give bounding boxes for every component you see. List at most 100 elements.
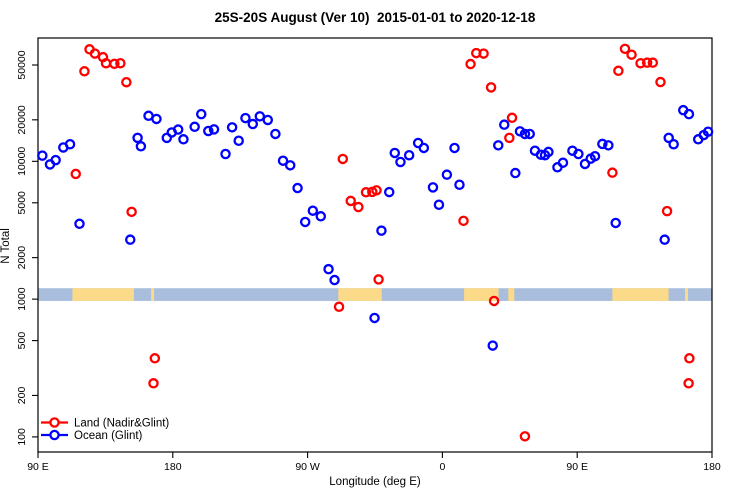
data-point-ocean xyxy=(315,211,327,222)
data-point-ocean xyxy=(543,146,554,158)
y-tick-label: 10000 xyxy=(16,147,28,176)
data-point-ocean xyxy=(240,112,251,124)
data-point-ocean xyxy=(135,141,147,152)
data-point-land xyxy=(626,49,637,60)
data-point-ocean xyxy=(220,148,231,160)
map-band-land-patch xyxy=(508,288,515,301)
data-point-ocean xyxy=(247,118,259,130)
y-tick-label: 5000 xyxy=(16,191,28,215)
data-point-ocean xyxy=(519,128,531,140)
data-point-ocean xyxy=(196,108,207,120)
x-tick-label: 90 W xyxy=(295,461,320,473)
data-point-land xyxy=(79,66,90,77)
data-point-ocean xyxy=(299,216,311,228)
data-point-land xyxy=(607,167,618,178)
data-point-ocean xyxy=(449,142,460,154)
x-tick-label: 0 xyxy=(439,461,445,473)
data-point-ocean xyxy=(277,155,289,166)
data-point-land xyxy=(126,206,137,218)
map-band-land-patch xyxy=(464,288,499,301)
data-point-ocean xyxy=(329,274,340,286)
data-point-ocean xyxy=(668,139,679,150)
data-point-land xyxy=(506,112,518,124)
data-point-ocean xyxy=(369,312,380,324)
data-point-ocean xyxy=(270,128,281,140)
data-point-land xyxy=(661,205,673,217)
chart-title: 25S-20S August (Ver 10) 2015-01-01 to 20… xyxy=(214,10,536,25)
data-point-land xyxy=(149,353,161,364)
data-point-land xyxy=(684,353,695,364)
data-point-ocean xyxy=(74,218,85,230)
x-tick-label: 90 E xyxy=(566,461,588,473)
data-point-ocean xyxy=(233,135,244,147)
plot-border xyxy=(37,37,713,453)
x-axis-title: Longitude (deg E) xyxy=(329,476,421,488)
data-point-ocean xyxy=(487,340,498,351)
y-tick-label: 50000 xyxy=(16,50,28,79)
legend-label: Land (Nadir&Glint) xyxy=(74,418,169,430)
data-point-ocean xyxy=(151,113,162,125)
map-band-land-patch xyxy=(685,288,689,301)
data-point-ocean xyxy=(403,149,415,161)
y-tick-label: 500 xyxy=(16,332,28,350)
data-point-land xyxy=(371,185,382,196)
data-point-land xyxy=(89,48,101,59)
data-point-ocean xyxy=(603,140,614,151)
data-point-ocean xyxy=(597,138,608,150)
data-point-land xyxy=(337,153,349,165)
y-tick-label: 1000 xyxy=(16,287,28,311)
data-point-land xyxy=(333,301,345,313)
data-point-ocean xyxy=(383,186,395,198)
y-tick-label: 200 xyxy=(16,387,28,405)
data-point-ocean xyxy=(389,147,401,159)
y-tick-label: 100 xyxy=(16,428,28,446)
data-point-land xyxy=(478,48,489,59)
data-point-ocean xyxy=(132,132,143,144)
data-point-land xyxy=(353,201,364,213)
data-point-ocean xyxy=(376,225,387,236)
data-point-ocean xyxy=(579,158,591,170)
data-point-ocean xyxy=(189,121,200,133)
data-point-ocean xyxy=(454,179,465,191)
x-tick-label: 90 E xyxy=(27,461,49,473)
data-point-ocean xyxy=(441,169,453,180)
data-point-ocean xyxy=(50,154,61,166)
data-point-land xyxy=(647,57,659,68)
data-point-land xyxy=(619,43,631,55)
data-point-ocean xyxy=(125,234,136,245)
data-point-ocean xyxy=(262,114,274,126)
data-point-ocean xyxy=(226,122,238,133)
data-point-land xyxy=(148,378,159,389)
data-point-ocean xyxy=(610,217,621,229)
data-point-ocean xyxy=(589,150,601,162)
data-point-ocean xyxy=(573,148,584,160)
legend-key-marker xyxy=(49,429,60,441)
data-point-land xyxy=(70,168,81,180)
data-point-ocean xyxy=(323,263,334,275)
data-point-land xyxy=(683,378,694,389)
data-point-land xyxy=(345,195,356,207)
data-point-land xyxy=(373,274,384,285)
legend-key-marker xyxy=(49,417,60,428)
data-point-land xyxy=(504,132,515,144)
data-point-land xyxy=(655,76,666,88)
data-point-land xyxy=(465,58,476,70)
data-point-ocean xyxy=(433,199,445,210)
data-point-ocean xyxy=(524,128,535,140)
data-point-ocean xyxy=(64,139,76,150)
data-point-ocean xyxy=(427,182,439,193)
x-tick-label: 180 xyxy=(164,461,182,473)
data-point-land xyxy=(635,57,646,69)
data-point-land xyxy=(641,57,653,68)
legend-label: Ocean (Glint) xyxy=(74,430,143,442)
data-point-ocean xyxy=(493,140,504,151)
data-point-ocean xyxy=(178,134,189,145)
data-point-land xyxy=(485,82,497,93)
data-point-ocean xyxy=(292,182,303,194)
data-point-land xyxy=(458,215,469,227)
data-point-ocean xyxy=(208,124,220,135)
data-point-ocean xyxy=(418,142,430,154)
data-point-land xyxy=(109,58,120,70)
